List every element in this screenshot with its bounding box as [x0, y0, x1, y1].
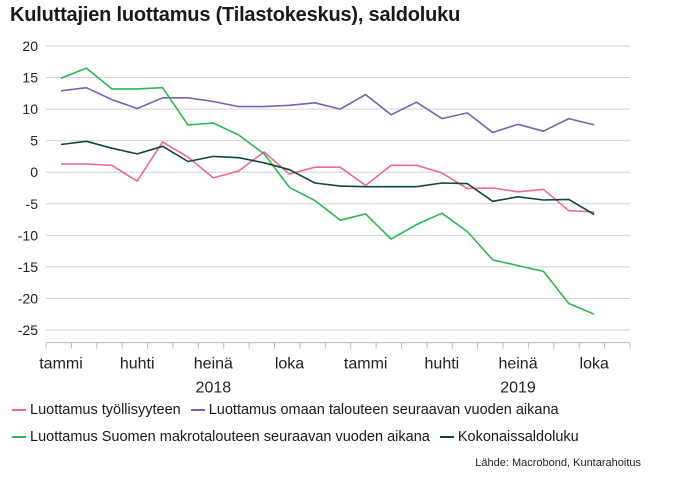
y-tick-label: 20	[22, 38, 38, 54]
x-tick-label: huhti	[425, 356, 460, 373]
legend-label: Luottamus työllisyyteen	[30, 402, 181, 418]
x-tick-label: tammi	[344, 356, 388, 373]
chart-title: Kuluttajien luottamus (Tilastokeskus), s…	[10, 4, 461, 26]
line-chart: 20 15 10 5 0 -5 -10 -15 -20 -25 tammi huhti heinä lok…	[18, 38, 631, 397]
x-tick-label: huhti	[120, 356, 155, 373]
series-line	[60, 86, 595, 134]
legend-item: Luottamus omaan talouteen seuraavan vuod…	[190, 402, 559, 418]
legend-item: Kokonaissaldoluku	[439, 429, 579, 445]
y-tick-label: -15	[18, 259, 38, 275]
y-tick-label: 10	[22, 101, 38, 117]
x-tick-label: loka	[275, 356, 304, 373]
x-year-label: 2019	[500, 380, 536, 397]
legend-label: Luottamus omaan talouteen seuraavan vuod…	[208, 402, 559, 418]
y-tick-label: 5	[30, 133, 38, 149]
series-line	[60, 140, 595, 216]
legend-item: Luottamus työllisyyteen	[12, 402, 181, 418]
x-tick-label: heinä	[498, 356, 537, 373]
series-line	[61, 141, 595, 213]
y-tick-label: 0	[30, 164, 38, 180]
source-note: Lähde: Macrobond, Kuntarahoitus	[475, 457, 641, 469]
legend-label: Luottamus Suomen makrotalouteen seuraava…	[30, 429, 430, 445]
y-tick-label: -25	[18, 322, 38, 338]
x-tick-label: tammi	[39, 356, 83, 373]
legend-swatch	[190, 409, 205, 411]
legend-row-1: Luottamus työllisyyteen Luottamus omaan …	[12, 402, 569, 418]
x-tick-label: heinä	[194, 356, 233, 373]
y-tick-label: -10	[18, 227, 38, 243]
legend-swatch	[439, 436, 454, 438]
legend-swatch	[12, 436, 26, 438]
series-line	[60, 67, 595, 315]
y-tick-label: 15	[22, 70, 38, 86]
legend-label: Kokonaissaldoluku	[457, 429, 579, 445]
y-tick-label: -5	[26, 196, 39, 212]
legend-item: Luottamus Suomen makrotalouteen seuraava…	[12, 429, 430, 445]
legend-swatch	[12, 409, 26, 411]
x-tick-label: loka	[580, 356, 609, 373]
x-year-label: 2018	[196, 380, 232, 397]
y-tick-label: -20	[18, 290, 38, 306]
legend-row-2: Luottamus Suomen makrotalouteen seuraava…	[12, 429, 589, 445]
